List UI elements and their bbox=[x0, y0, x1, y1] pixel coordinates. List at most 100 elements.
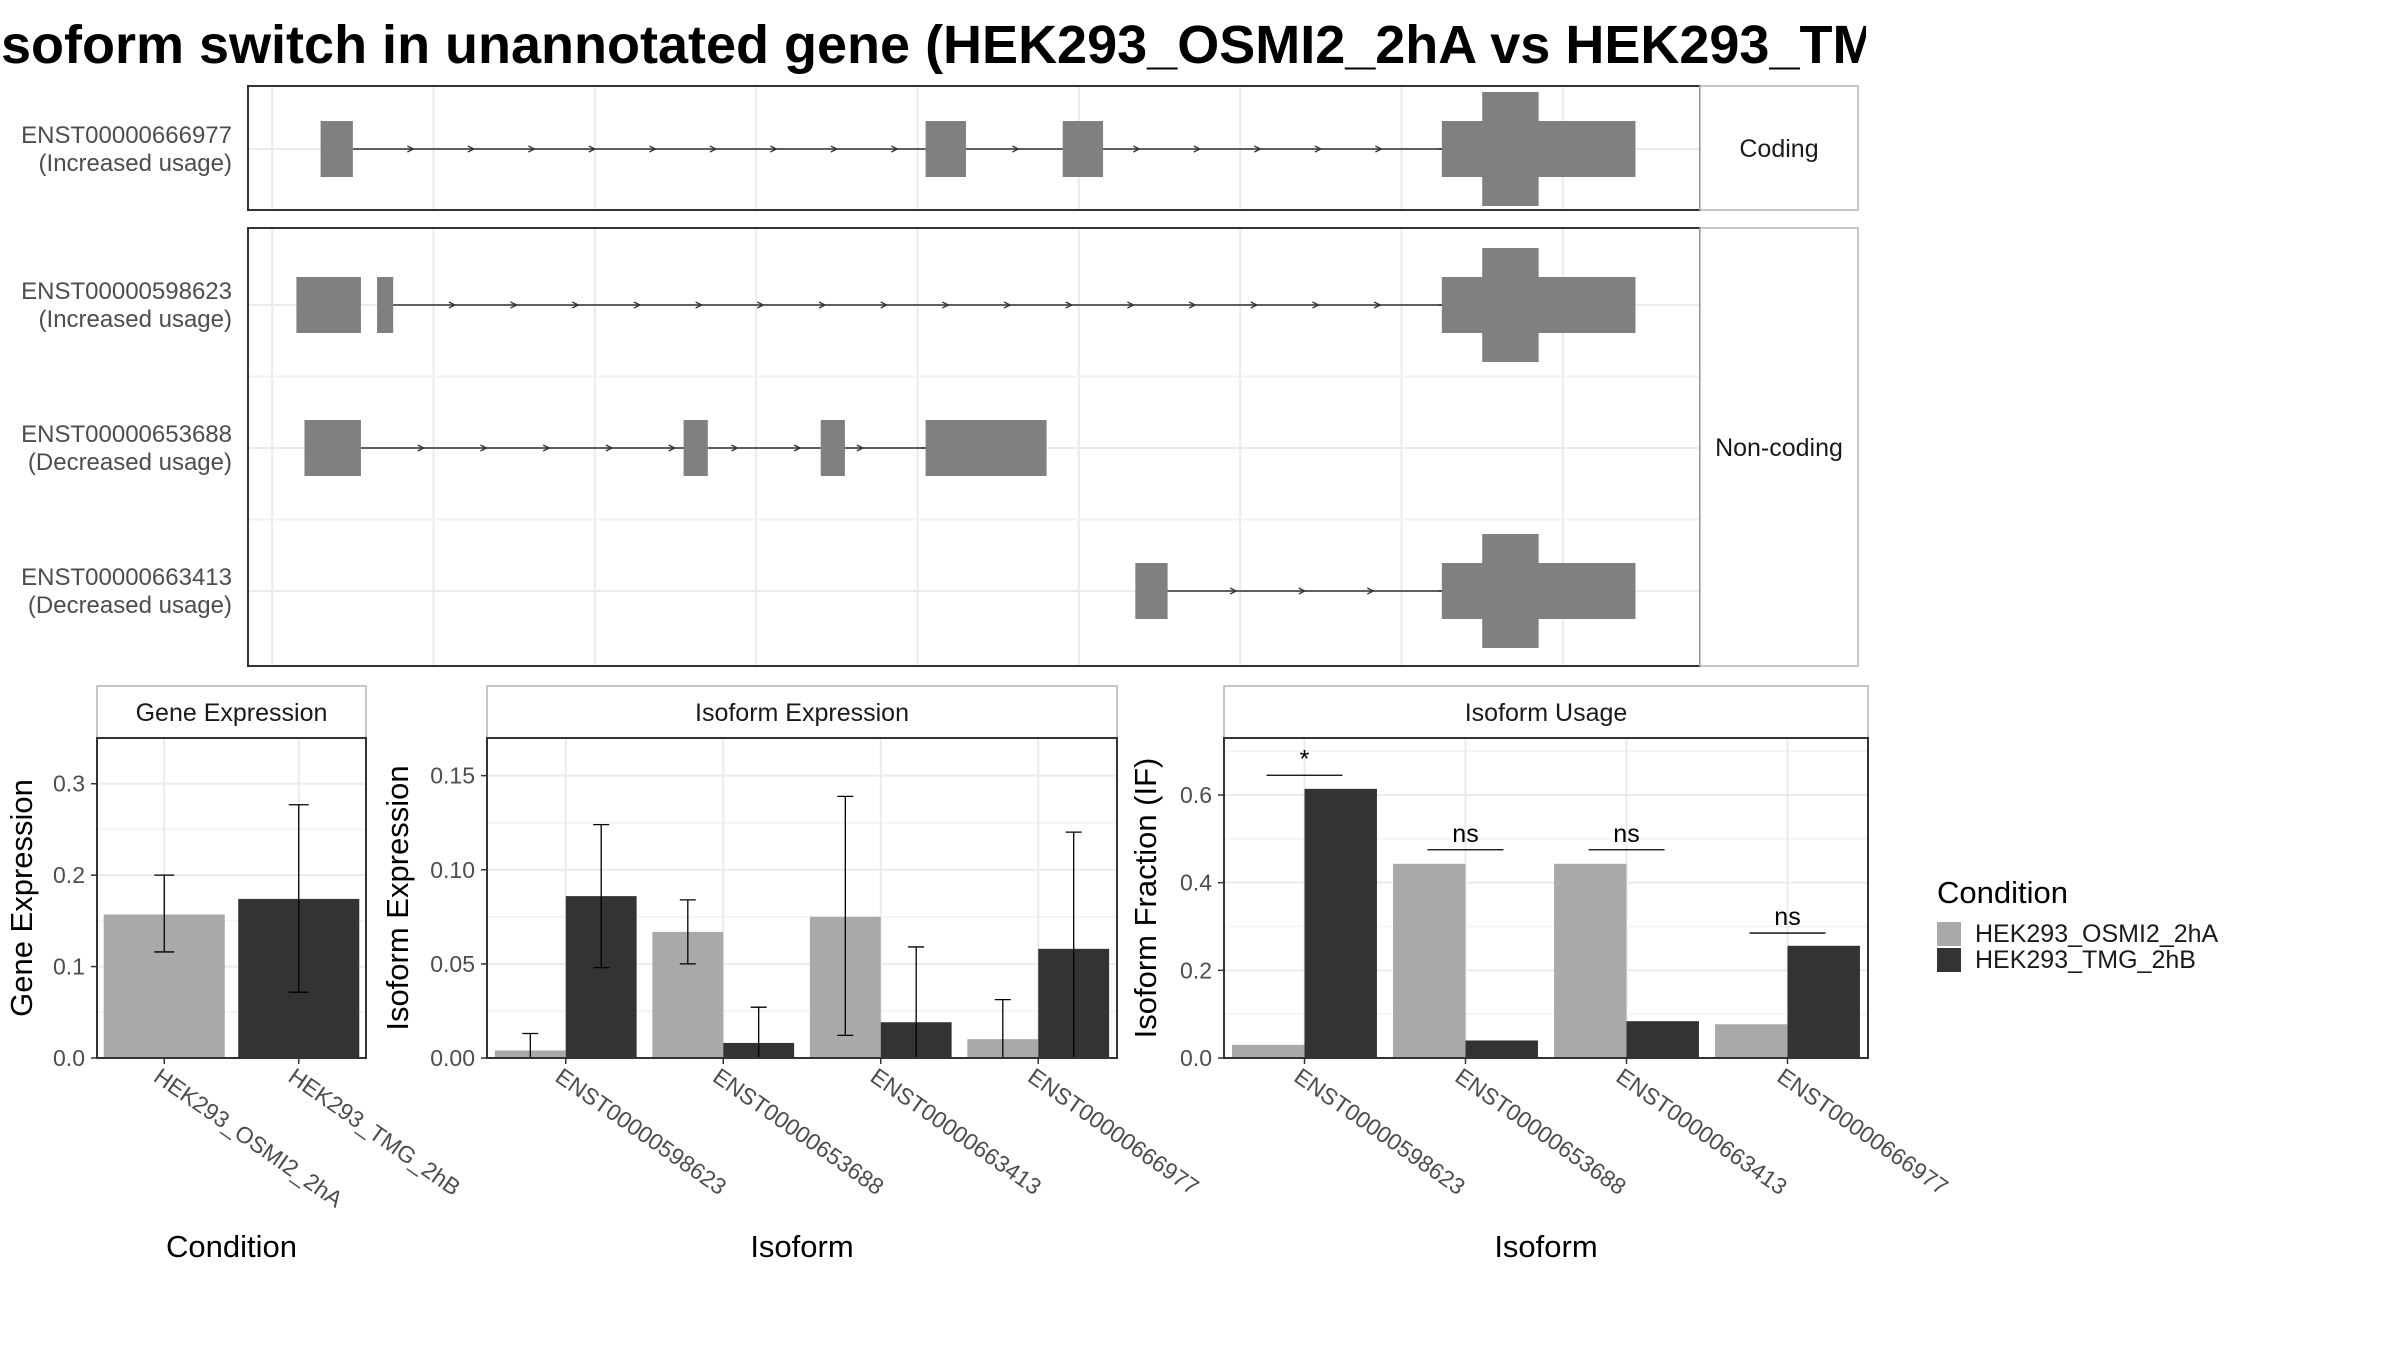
y-tick-label: 0.15 bbox=[430, 763, 475, 789]
transcript-usage-label: (Increased usage) bbox=[39, 150, 232, 177]
error-bar bbox=[837, 795, 854, 1037]
exon-block bbox=[320, 121, 353, 177]
legend-title: Condition bbox=[1937, 875, 2068, 910]
exon-block bbox=[377, 277, 394, 333]
y-tick-label: 0.3 bbox=[53, 771, 85, 797]
legend-label: HEK293_TMG_2hB bbox=[1975, 946, 2196, 974]
exon-block bbox=[1441, 121, 1636, 177]
intron-arrow bbox=[1127, 301, 1135, 309]
intron-arrow bbox=[668, 444, 677, 452]
legend-swatch bbox=[1937, 922, 1961, 946]
bar bbox=[1554, 863, 1627, 1058]
intron-arrow bbox=[510, 301, 519, 309]
intron-arrow bbox=[467, 145, 476, 153]
y-tick-label: 0.2 bbox=[1180, 957, 1212, 983]
y-axis-title: Isoform Fraction (IF) bbox=[1128, 758, 1163, 1039]
y-tick-label: 0.0 bbox=[53, 1045, 85, 1071]
facet-strip-label: Coding bbox=[1739, 135, 1818, 163]
y-tick-label: 0.1 bbox=[53, 954, 85, 980]
y-tick-label: 0.4 bbox=[1180, 870, 1212, 896]
error-bar bbox=[593, 823, 610, 969]
intron-arrow bbox=[818, 301, 827, 309]
isoform-expression-panel: Isoform Expression 0.00 0.05 0.10 0.15 ENST00… bbox=[380, 685, 1204, 1264]
x-tick-label: ENST00000666977 bbox=[1023, 1063, 1203, 1200]
intron-arrow bbox=[448, 301, 457, 309]
transcript-id-label: ENST00000663413 bbox=[21, 564, 232, 591]
intron-arrow bbox=[1193, 145, 1202, 153]
intron-arrow bbox=[709, 145, 718, 153]
intron-arrow bbox=[1375, 145, 1383, 153]
intron-arrow bbox=[633, 301, 642, 309]
x-tick-label: ENST00000598623 bbox=[1290, 1063, 1470, 1200]
exon-block bbox=[925, 121, 966, 177]
y-tick-label: 0.00 bbox=[430, 1045, 475, 1071]
exon-block bbox=[1441, 563, 1636, 619]
gene-expression-panel: Gene Expression0.00.10.20.3HEK293_OSMI2_… bbox=[4, 685, 465, 1264]
significance-label: ns bbox=[1774, 903, 1800, 931]
intron-arrow bbox=[1188, 301, 1197, 309]
legend-label: HEK293_OSMI2_2hA bbox=[1975, 920, 2219, 948]
intron-arrow bbox=[1314, 145, 1323, 153]
bar bbox=[1393, 863, 1466, 1058]
significance-label: ns bbox=[1613, 820, 1639, 848]
intron-arrow bbox=[1065, 301, 1074, 309]
x-axis-title: Isoform bbox=[750, 1229, 853, 1264]
bar bbox=[1787, 945, 1860, 1058]
intron-arrow bbox=[1012, 145, 1020, 153]
x-tick-label: ENST00000663413 bbox=[866, 1063, 1046, 1200]
facet-strip bbox=[1223, 685, 1869, 739]
intron-arrow bbox=[605, 444, 614, 452]
facet-strip bbox=[486, 685, 1118, 739]
intron-arrow bbox=[649, 145, 657, 153]
intron-arrow bbox=[770, 145, 778, 153]
intron-arrow bbox=[1003, 301, 1012, 309]
intron-arrow bbox=[695, 301, 704, 309]
panel-title: Gene Expression bbox=[136, 699, 328, 727]
cds-block bbox=[1482, 534, 1539, 648]
x-tick-label: ENST00000653688 bbox=[1451, 1063, 1631, 1200]
legend-swatch bbox=[1937, 948, 1961, 972]
intron-arrow bbox=[588, 145, 597, 153]
error-bar bbox=[288, 804, 309, 993]
transcript-track bbox=[304, 420, 1047, 476]
transcript-track bbox=[296, 248, 1636, 362]
transcript-track bbox=[1135, 534, 1636, 648]
intron-arrow bbox=[891, 145, 899, 153]
exon-block bbox=[1135, 563, 1168, 619]
intron-arrow bbox=[1298, 587, 1307, 595]
intron-arrow bbox=[1250, 301, 1259, 309]
cds-block bbox=[1482, 248, 1539, 362]
intron-arrow bbox=[731, 444, 739, 452]
y-tick-label: 0.05 bbox=[430, 951, 475, 977]
panel-title: Isoform Usage bbox=[1465, 699, 1628, 727]
x-axis-title: Condition bbox=[166, 1229, 297, 1264]
figure-title: Isoform switch in unannotated gene (HEK2… bbox=[0, 15, 1866, 75]
bar bbox=[1715, 1024, 1788, 1058]
exon-block bbox=[304, 420, 361, 476]
y-axis-title: Gene Expression bbox=[4, 779, 39, 1017]
intron-arrow bbox=[1133, 145, 1141, 153]
y-tick-label: 0.2 bbox=[53, 862, 85, 888]
intron-arrow bbox=[1312, 301, 1320, 309]
intron-arrow bbox=[571, 301, 580, 309]
intron-arrow bbox=[856, 444, 865, 452]
bar bbox=[1232, 1044, 1305, 1058]
panel-border bbox=[1223, 737, 1869, 1059]
intron-arrow bbox=[1254, 145, 1262, 153]
intron-arrow bbox=[417, 444, 426, 452]
exon-block bbox=[683, 420, 708, 476]
intron-arrow bbox=[480, 444, 488, 452]
transcript-usage-label: (Decreased usage) bbox=[28, 449, 232, 476]
facet-strip bbox=[1699, 227, 1859, 667]
exon-block bbox=[820, 420, 845, 476]
cds-block bbox=[1482, 92, 1539, 206]
intron-arrow bbox=[830, 145, 839, 153]
exon-block bbox=[1062, 121, 1104, 177]
transcript-id-label: ENST00000598623 bbox=[21, 278, 232, 305]
structure-panel: ENST00000666977(Increased usage) Coding bbox=[21, 85, 1859, 211]
panel-border bbox=[486, 737, 1118, 1059]
x-tick-label: ENST00000663413 bbox=[1612, 1063, 1792, 1200]
intron-arrow bbox=[407, 145, 415, 153]
intron-arrow bbox=[1229, 587, 1238, 595]
significance-label: ns bbox=[1452, 820, 1478, 848]
